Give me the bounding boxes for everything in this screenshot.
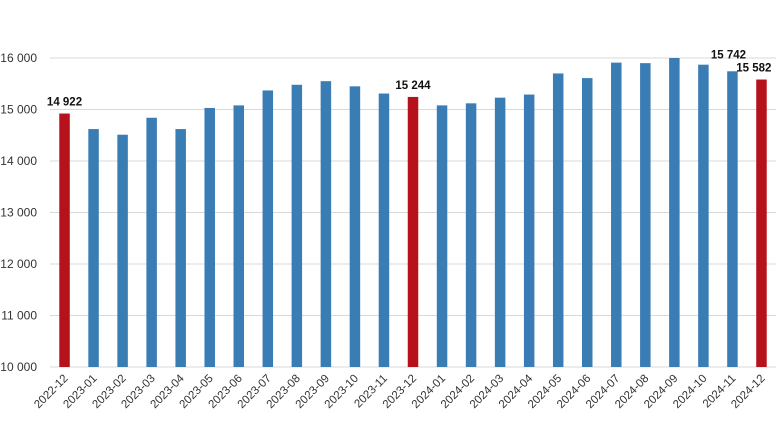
bar-highlight xyxy=(756,79,767,367)
bar xyxy=(552,73,564,367)
y-tick-label: 14 000 xyxy=(0,154,37,168)
bar xyxy=(494,97,506,367)
bar xyxy=(465,103,477,367)
bar xyxy=(262,90,274,367)
data-label: 15 582 xyxy=(736,63,771,75)
data-labels: 14 922 15 244 15 742 15 582 xyxy=(47,49,772,108)
bar xyxy=(291,84,303,367)
bar xyxy=(611,62,622,367)
y-tick-label: 15 000 xyxy=(0,103,37,117)
data-label: 14 922 xyxy=(47,97,82,109)
bar xyxy=(175,129,186,367)
bar xyxy=(523,94,535,367)
bar xyxy=(698,64,709,367)
y-tick-label: 11 000 xyxy=(1,309,37,323)
y-tick-label: 16 000 xyxy=(0,51,37,65)
bar xyxy=(204,107,215,367)
bar xyxy=(727,71,738,368)
bar-highlight xyxy=(59,113,70,367)
bar xyxy=(378,93,390,367)
y-tick-label: 13 000 xyxy=(0,206,37,220)
bar xyxy=(581,78,593,368)
bar xyxy=(88,129,99,367)
bar xyxy=(349,86,361,367)
y-tick-label: 12 000 xyxy=(0,257,37,271)
bar xyxy=(436,105,448,367)
bar xyxy=(117,134,128,367)
bar xyxy=(669,58,680,367)
bar xyxy=(640,63,651,368)
x-axis: 2022-122023-012023-022023-032023-042023-… xyxy=(32,372,767,411)
bar xyxy=(146,117,157,368)
data-label: 15 244 xyxy=(395,80,431,92)
bar xyxy=(320,81,332,368)
bar xyxy=(233,105,245,367)
bars xyxy=(59,58,767,368)
y-axis: 10 000 11 000 12 000 13 000 14 000 15 000 16 0… xyxy=(0,51,37,374)
y-tick-label: 10 000 xyxy=(0,360,37,374)
bar-highlight xyxy=(407,96,419,368)
data-label: 15 742 xyxy=(711,49,746,61)
